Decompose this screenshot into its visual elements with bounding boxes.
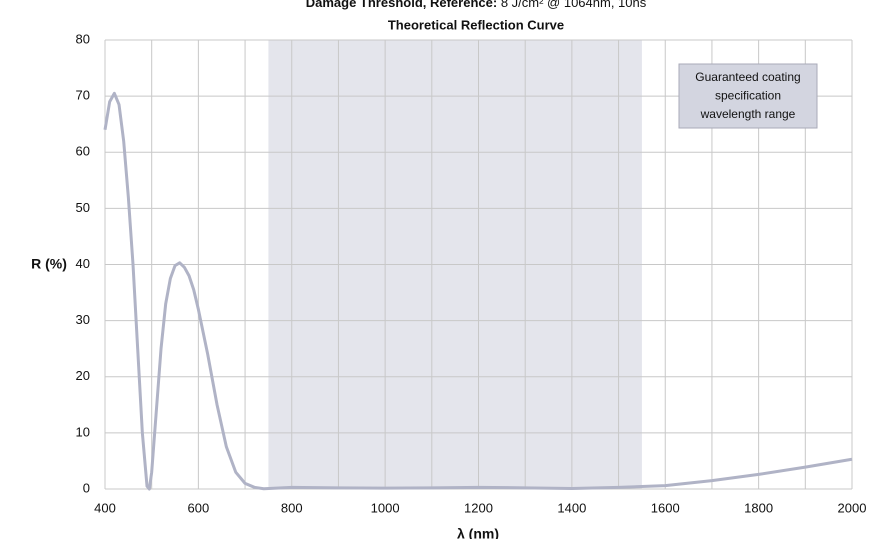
annotation-text: Guaranteed coating bbox=[695, 70, 800, 84]
y-tick-label: 40 bbox=[76, 256, 90, 271]
header-label: Damage Threshold, Reference: bbox=[306, 0, 497, 10]
annotation-text: wavelength range bbox=[700, 107, 796, 121]
x-tick-label: 1400 bbox=[557, 500, 586, 515]
y-tick-label: 80 bbox=[76, 31, 90, 46]
y-tick-label: 70 bbox=[76, 88, 90, 103]
x-tick-label: 1800 bbox=[744, 500, 773, 515]
annotation-text: specification bbox=[715, 89, 781, 103]
x-tick-label: 1600 bbox=[651, 500, 680, 515]
y-tick-label: 50 bbox=[76, 200, 90, 215]
x-axis-label: λ (nm) bbox=[457, 526, 499, 539]
data-line bbox=[103, 91, 853, 491]
y-tick-label: 60 bbox=[76, 144, 90, 159]
x-tick-label: 800 bbox=[281, 500, 303, 515]
x-tick-label: 1000 bbox=[371, 500, 400, 515]
x-tick-label: 1200 bbox=[464, 500, 493, 515]
header: Damage Threshold, Reference: 8 J/cm² @ 1… bbox=[306, 0, 647, 10]
annotation-box bbox=[678, 63, 818, 129]
y-tick-label: 20 bbox=[76, 368, 90, 383]
header-value: 8 J/cm² @ 1064nm, 10ns bbox=[501, 0, 647, 10]
x-tick-label: 400 bbox=[94, 500, 116, 515]
x-tick-label: 600 bbox=[188, 500, 210, 515]
y-tick-label: 30 bbox=[76, 312, 90, 327]
y-tick-label: 10 bbox=[76, 424, 90, 439]
y-axis-label: R (%) bbox=[31, 256, 67, 272]
x-tick-label: 2000 bbox=[838, 500, 867, 515]
y-tick-label: 0 bbox=[83, 480, 90, 495]
chart-title: Theoretical Reflection Curve bbox=[388, 17, 564, 32]
